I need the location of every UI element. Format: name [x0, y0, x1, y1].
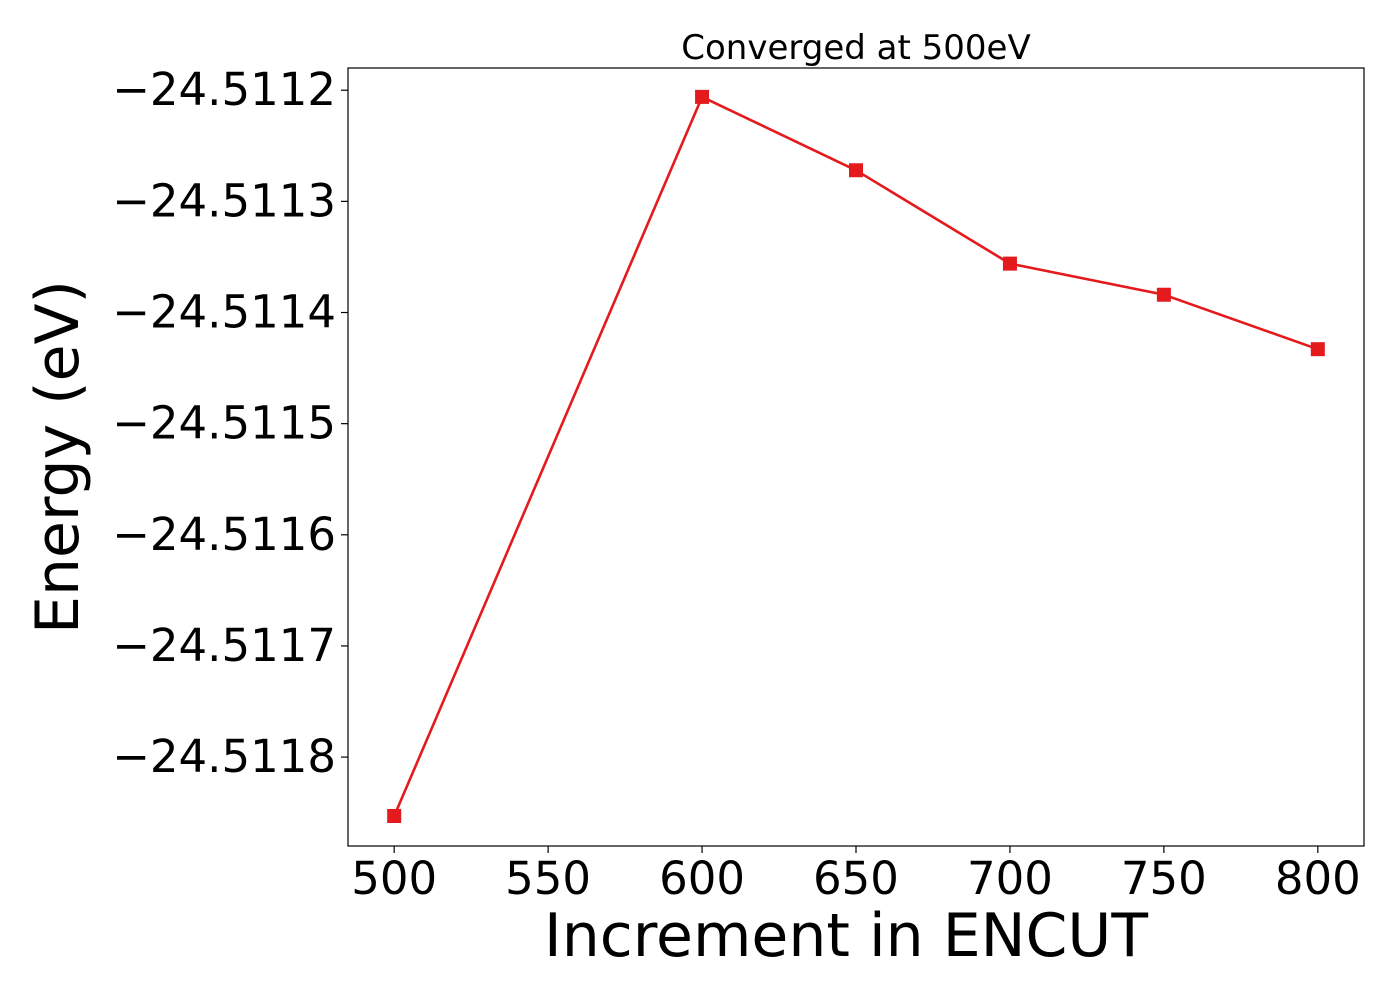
x-axis-ticks: 500 550 600 650 700 750 800: [351, 846, 1361, 905]
x-tick-label: 600: [659, 852, 745, 905]
data-point-marker: [1002, 256, 1017, 271]
data-point-marker: [387, 808, 402, 823]
y-tick-label: −24.5113: [112, 174, 336, 227]
y-tick-label: −24.5112: [112, 63, 336, 116]
chart-title: Converged at 500eV: [681, 28, 1030, 68]
y-axis-label: Energy (eV): [23, 280, 93, 634]
x-axis-label: Increment in ENCUT: [544, 901, 1148, 971]
x-tick-label: 500: [351, 852, 437, 905]
y-tick-label: −24.5116: [112, 508, 336, 561]
x-tick-label: 650: [813, 852, 899, 905]
x-tick-label: 550: [505, 852, 591, 905]
x-tick-label: 750: [1121, 852, 1207, 905]
data-point-marker: [1310, 342, 1325, 357]
data-point-marker: [849, 163, 863, 178]
y-tick-label: −24.5115: [112, 397, 336, 450]
x-tick-label: 700: [967, 852, 1053, 905]
data-point-marker: [1156, 287, 1171, 302]
x-tick-label: 800: [1275, 852, 1361, 905]
y-tick-label: −24.5117: [112, 619, 336, 672]
plot-area-frame: [347, 67, 1365, 847]
data-point-marker: [695, 89, 710, 104]
y-tick-label: −24.5118: [112, 730, 336, 783]
y-axis-ticks: −24.5118 −24.5117 −24.5116 −24.5115 −24.5114…: [112, 63, 348, 783]
series-line: [393, 95, 1319, 817]
data-series: [387, 89, 1325, 823]
y-tick-label: −24.5114: [112, 286, 336, 339]
